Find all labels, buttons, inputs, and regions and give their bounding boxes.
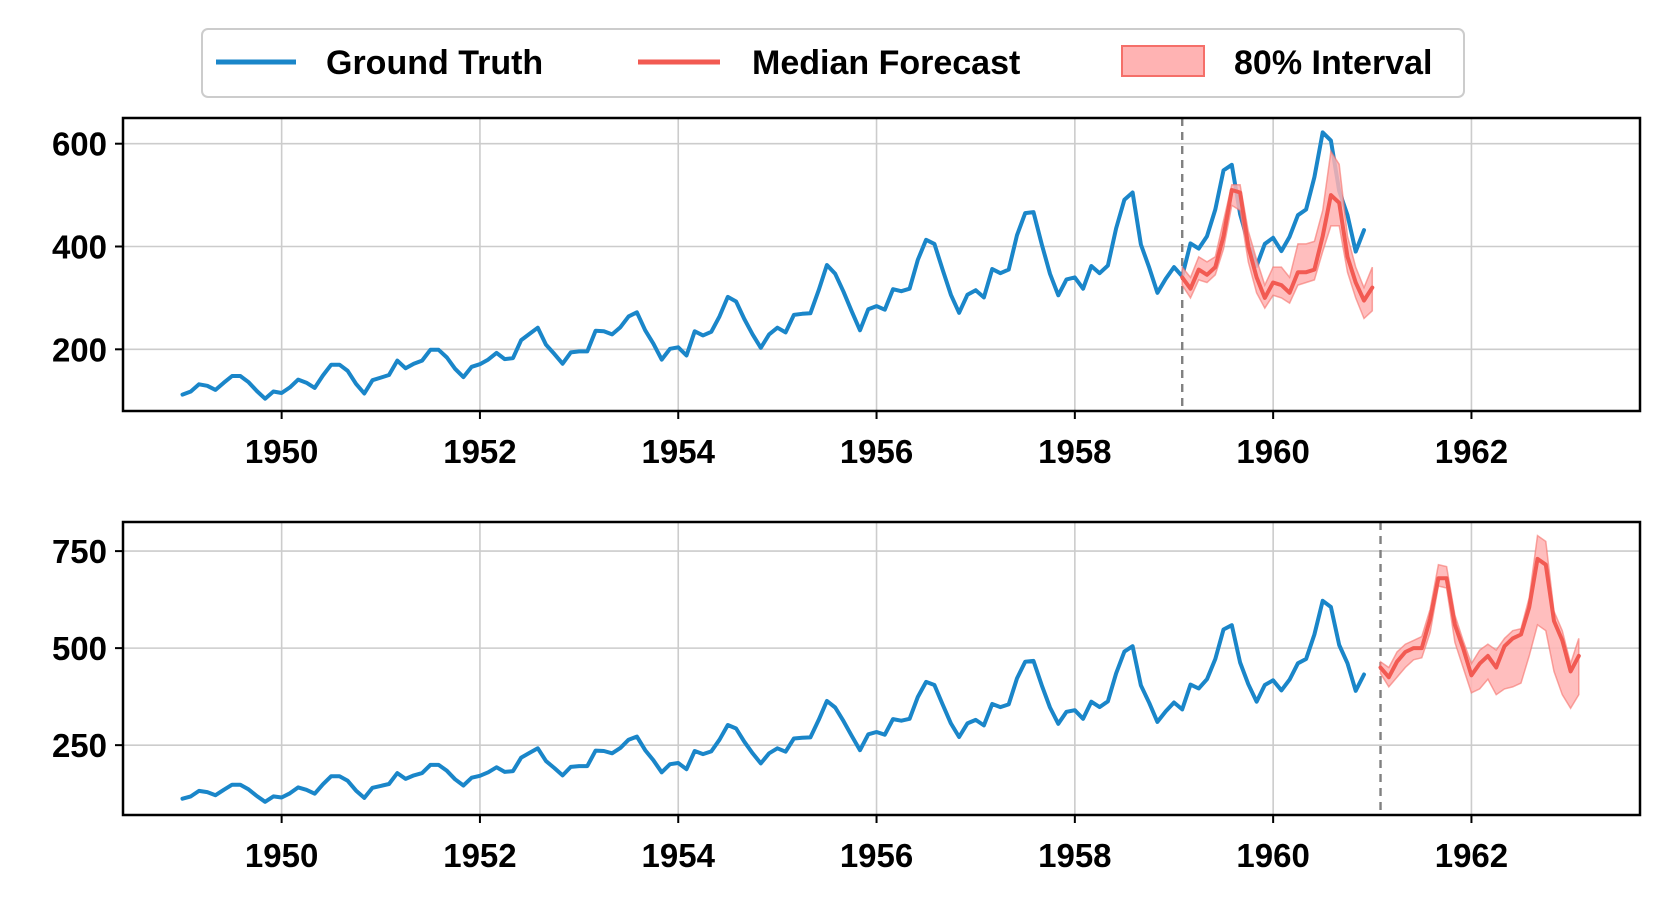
legend-interval-swatch: [1121, 45, 1205, 77]
y-tick-label: 400: [52, 229, 107, 266]
x-tick-label: 1954: [642, 433, 716, 470]
x-tick-label: 1960: [1236, 837, 1309, 874]
panel-2: 1950 1952 1954 1956 1958 1960 1962 250 500 750: [52, 520, 1642, 874]
panel-1: 1950 1952 1954 1956 1958 1960 1962 200 400 600: [52, 116, 1642, 470]
legend-ground-truth-label: Ground Truth: [326, 44, 543, 82]
legend-median-label: Median Forecast: [752, 44, 1020, 82]
median-forecast-series: [1378, 556, 1581, 680]
x-tick-label: 1950: [245, 837, 318, 874]
legend-interval-label: 80% Interval: [1234, 44, 1432, 82]
x-tick-label: 1954: [642, 837, 716, 874]
x-tick-label: 1960: [1236, 433, 1309, 470]
axes-frame: [121, 520, 1642, 817]
x-tick-label: 1956: [840, 433, 913, 470]
x-tick-label: 1958: [1038, 433, 1111, 470]
x-tick-label: 1956: [840, 837, 913, 874]
ground-truth-series: [180, 598, 1366, 804]
legend: Ground Truth Median Forecast 80% Interva…: [201, 28, 1465, 98]
x-tick-label: 1952: [443, 433, 516, 470]
interval-band: [1379, 534, 1580, 710]
y-tick-label: 250: [52, 727, 107, 764]
y-tick-label: 750: [52, 533, 107, 570]
y-tick-label: 500: [52, 630, 107, 667]
x-tick-label: 1950: [245, 433, 318, 470]
axes-frame: [121, 116, 1642, 413]
y-tick-label: 200: [52, 331, 107, 368]
x-tick-label: 1962: [1435, 837, 1508, 874]
x-tick-label: 1952: [443, 837, 516, 874]
ground-truth-series: [180, 130, 1366, 401]
x-tick-label: 1962: [1435, 433, 1508, 470]
panels: 1950 1952 1954 1956 1958 1960 1962200400600195…: [52, 116, 1642, 874]
median-forecast-series: [1180, 188, 1375, 303]
y-tick-label: 600: [52, 126, 107, 163]
x-tick-label: 1958: [1038, 837, 1111, 874]
